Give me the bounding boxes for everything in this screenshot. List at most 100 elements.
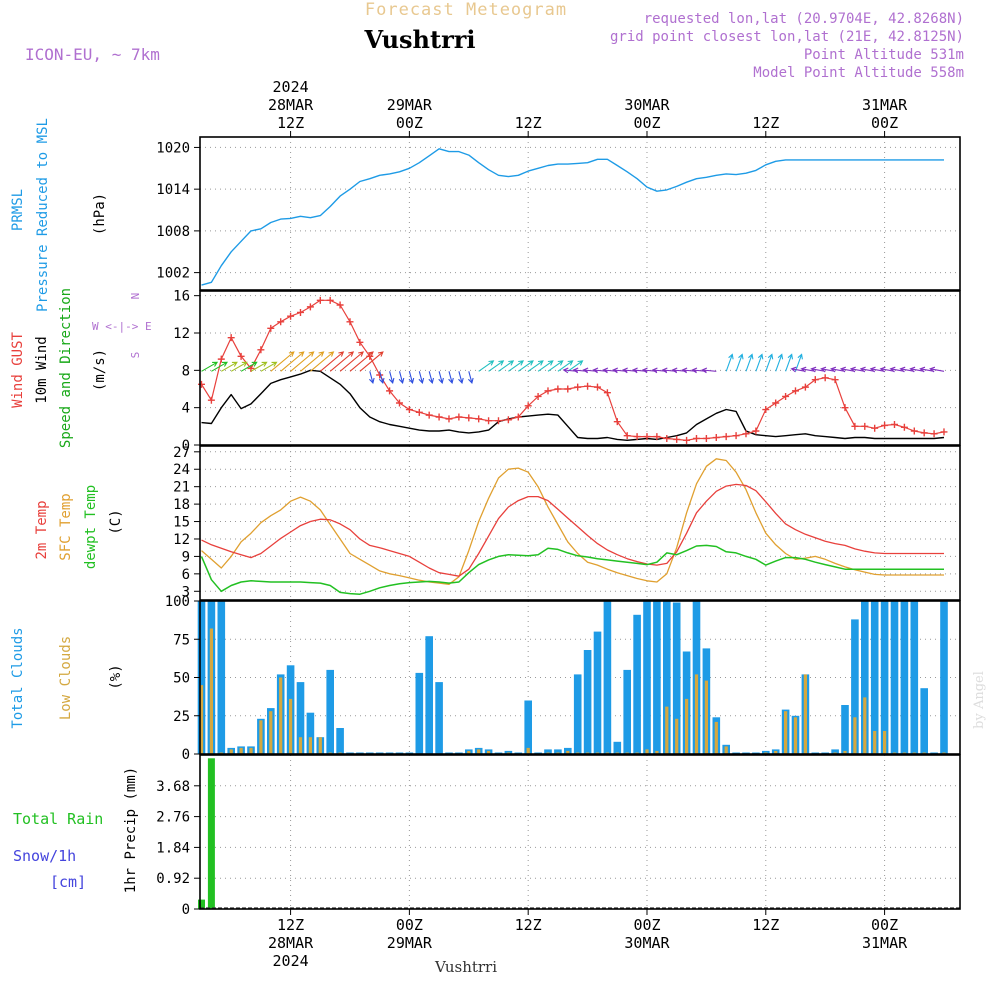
gust-marker: [237, 352, 245, 360]
total-cloud-bar: [900, 601, 909, 754]
low-cloud-bar: [873, 731, 877, 754]
gust-marker: [633, 433, 641, 441]
gust-marker: [772, 399, 780, 407]
gust-marker: [554, 385, 562, 393]
compass-n: N: [129, 293, 142, 300]
gust-marker: [593, 383, 601, 391]
low-cloud-bar: [714, 721, 718, 754]
watermark: by Angel: [972, 671, 987, 729]
gust-marker: [336, 301, 344, 309]
wind-direction-arrow: [468, 371, 474, 385]
wind-direction-arrow: [349, 351, 374, 372]
footer-location: Vushtrri: [434, 958, 497, 976]
wind-direction-arrow: [398, 371, 405, 385]
total-cloud-bar: [633, 614, 641, 754]
wind-direction-arrow: [909, 366, 925, 373]
wind-direction-arrow: [388, 371, 395, 385]
wind-direction-arrow: [260, 361, 278, 372]
gust-marker: [811, 376, 819, 384]
low-cloud-bar: [566, 750, 570, 754]
gust-marker: [732, 432, 740, 440]
y-tick-label: 4: [182, 401, 190, 417]
gust-marker: [930, 430, 938, 438]
total-cloud-bar: [415, 672, 424, 754]
gust-marker: [524, 402, 532, 410]
pressure-label-prmsl: PRMSL: [10, 189, 26, 231]
y-tick-label: 1014: [156, 182, 190, 198]
top-time-label-hour: 00Z: [396, 114, 423, 132]
gust-marker: [534, 392, 542, 400]
wind-direction-arrow: [498, 360, 515, 372]
low-cloud-bar: [279, 677, 283, 754]
gust-marker: [197, 380, 205, 388]
gust-marker: [890, 420, 898, 428]
gust-marker: [584, 382, 592, 390]
wind-direction-arrow: [527, 360, 544, 372]
wind-direction-arrow: [899, 366, 915, 373]
low-cloud-bar: [803, 674, 807, 754]
wind-direction-arrow: [547, 360, 564, 372]
snow-label: Snow/1h: [13, 847, 76, 865]
y-tick-label: 0.92: [156, 871, 190, 887]
gust-marker: [514, 413, 522, 421]
wind-direction-arrow: [567, 360, 584, 372]
wind-direction-arrow: [408, 371, 415, 385]
total-cloud-bar: [653, 601, 661, 754]
gust-marker: [455, 413, 463, 421]
y-tick-label: 25: [173, 709, 190, 725]
total-cloud-bar: [583, 650, 592, 754]
top-time-label-hour: 12Z: [515, 114, 542, 132]
gust-marker: [762, 406, 770, 414]
sfc-temp-line: [201, 458, 944, 585]
wind-direction-arrow: [300, 351, 325, 372]
temp-2m-label: 2m Temp: [34, 500, 50, 559]
low-cloud-bar: [199, 685, 204, 754]
gust-marker: [217, 355, 225, 363]
y-tick-label: 12: [173, 326, 190, 342]
bottom-time-label-hour: 00Z: [396, 916, 423, 934]
total-cloud-bar: [623, 669, 631, 754]
precip-panel-frame: [199, 754, 961, 910]
gust-marker: [722, 433, 730, 441]
top-time-label-hour: 12Z: [277, 114, 304, 132]
low-cloud-bar: [784, 711, 788, 754]
wind-direction-arrow: [280, 351, 305, 372]
wind-direction-arrow: [458, 371, 464, 385]
wind-direction-arrow: [240, 361, 258, 372]
low-cloud-bar: [853, 717, 857, 754]
y-tick-label: 50: [173, 671, 190, 687]
gust-marker: [801, 383, 809, 391]
axes: 1002100810141020048121636912151821242702…: [156, 78, 961, 970]
gust-marker: [574, 383, 582, 391]
bottom-time-label-hour: 12Z: [277, 916, 304, 934]
wind-direction-arrow: [201, 361, 219, 372]
wind-speed-line: [201, 369, 945, 441]
rain-bar: [207, 758, 215, 909]
gust-marker: [227, 334, 235, 342]
gust-marker: [920, 429, 928, 437]
gust-marker: [435, 413, 443, 421]
y-tick-label: 15: [173, 515, 190, 531]
gust-marker: [277, 318, 285, 326]
top-time-label-hour: 12Z: [752, 114, 779, 132]
low-cloud-bar: [249, 747, 253, 754]
y-tick-label: 18: [173, 497, 190, 513]
total-cloud-bar: [554, 749, 562, 754]
wind-direction-arrow: [488, 360, 505, 372]
clouds-unit: (%): [108, 664, 124, 689]
wind-direction-arrow: [310, 351, 335, 372]
y-tick-label: 0: [182, 747, 190, 763]
clouds-panel-frame: [199, 600, 961, 755]
gust-marker: [326, 296, 334, 304]
temp-dewpt-label: dewpt Temp: [83, 485, 99, 569]
wind-direction-arrow: [369, 371, 375, 385]
low-cloud-bar: [665, 706, 669, 754]
y-tick-label: 0: [182, 902, 190, 918]
top-time-label-hour: 00Z: [871, 114, 898, 132]
wind-direction-arrow: [359, 351, 384, 372]
y-tick-label: 1020: [156, 140, 190, 156]
total-cloud-bar: [603, 601, 612, 754]
clouds-panel-labels: Total Clouds Low Clouds (%): [10, 627, 124, 728]
gust-marker: [415, 408, 423, 416]
low-cloud-bar: [793, 717, 798, 754]
